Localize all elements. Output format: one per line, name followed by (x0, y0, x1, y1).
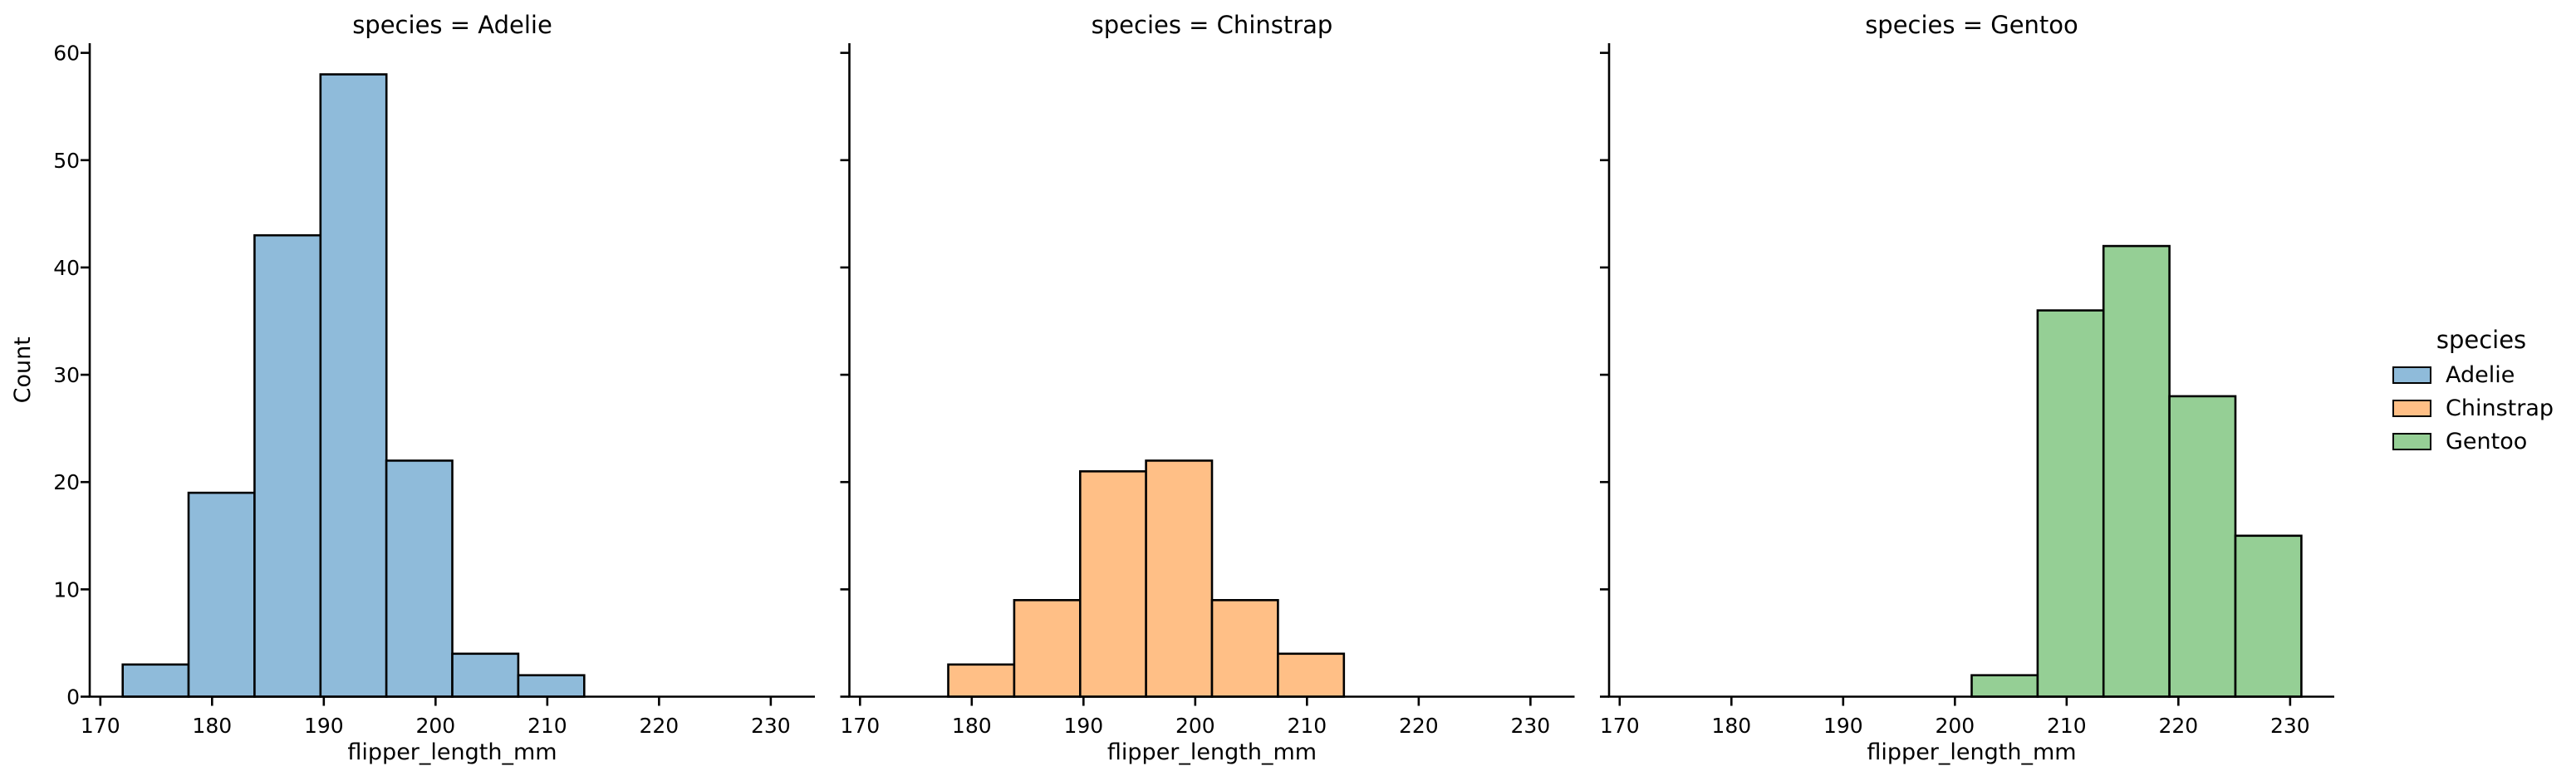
facet-title-adelie: species = Adelie (352, 11, 552, 39)
legend-entry-adelie: Adelie (2392, 358, 2570, 391)
x-tick-label: 190 (1063, 714, 1103, 738)
y-tick-label: 50 (53, 149, 80, 173)
y-tick-label: 40 (53, 256, 80, 280)
legend-label-chinstrap: Chinstrap (2446, 395, 2554, 421)
histogram-bar-chinstrap (1079, 469, 1148, 698)
x-tick-label: 190 (304, 714, 344, 738)
facet-title-gentoo: species = Gentoo (1865, 11, 2078, 39)
y-tick-label: 30 (53, 363, 80, 387)
x-tick-label: 200 (1935, 714, 1975, 738)
histogram-bar-gentoo (2102, 244, 2171, 698)
x-tick-label: 230 (1511, 714, 1551, 738)
x-tick-label: 210 (527, 714, 567, 738)
y-tick-label: 60 (53, 42, 80, 66)
histogram-bar-gentoo (1970, 674, 2039, 698)
x-tick-label: 230 (2270, 714, 2310, 738)
x-axis-label: flipper_length_mm (1867, 739, 2076, 765)
legend-swatch-adelie (2392, 366, 2431, 384)
histogram-bar-chinstrap (1210, 598, 1279, 698)
x-tick-label: 200 (415, 714, 455, 738)
histogram-bar-adelie (451, 652, 520, 698)
x-axis-label: flipper_length_mm (347, 739, 557, 765)
histogram-bar-gentoo (2168, 395, 2237, 698)
legend: species Adelie Chinstrap Gentoo (2392, 325, 2570, 458)
legend-entry-gentoo: Gentoo (2392, 425, 2570, 458)
y-axis-label: Count (10, 336, 36, 403)
histogram-bar-adelie (385, 459, 454, 698)
histogram-bar-adelie (319, 73, 388, 698)
x-tick-label: 180 (952, 714, 992, 738)
histogram-bar-adelie (517, 674, 586, 698)
x-tick-label: 180 (1711, 714, 1751, 738)
y-tick-label: 0 (66, 685, 80, 710)
legend-swatch-chinstrap (2392, 399, 2431, 417)
histogram-bar-adelie (121, 663, 190, 698)
x-tick-label: 170 (840, 714, 880, 738)
x-tick-label: 170 (1600, 714, 1640, 738)
histogram-bar-adelie (187, 491, 256, 698)
legend-label-adelie: Adelie (2446, 361, 2515, 388)
y-tick-label: 20 (53, 470, 80, 494)
x-tick-label: 230 (751, 714, 791, 738)
y-tick-label: 10 (53, 577, 80, 602)
x-tick-label: 210 (2047, 714, 2087, 738)
x-tick-label: 200 (1175, 714, 1215, 738)
x-tick-label: 220 (2158, 714, 2198, 738)
histogram-bar-gentoo (2234, 534, 2303, 698)
x-tick-label: 220 (1399, 714, 1439, 738)
histogram-bar-chinstrap (1145, 459, 1214, 698)
x-tick-label: 220 (639, 714, 679, 738)
x-tick-label: 210 (1287, 714, 1327, 738)
legend-title: species (2436, 326, 2527, 354)
legend-label-gentoo: Gentoo (2446, 428, 2528, 454)
histogram-bar-chinstrap (947, 663, 1016, 698)
histogram-bar-gentoo (2036, 309, 2105, 698)
x-axis-label: flipper_length_mm (1107, 739, 1317, 765)
x-tick-label: 190 (1823, 714, 1863, 738)
histogram-bar-adelie (253, 233, 322, 698)
x-tick-label: 180 (192, 714, 232, 738)
x-tick-label: 170 (81, 714, 120, 738)
histogram-bar-chinstrap (1277, 652, 1346, 698)
legend-entry-chinstrap: Chinstrap (2392, 391, 2570, 425)
facet-title-chinstrap: species = Chinstrap (1092, 11, 1333, 39)
histogram-bar-chinstrap (1013, 598, 1082, 698)
legend-swatch-gentoo (2392, 432, 2431, 450)
